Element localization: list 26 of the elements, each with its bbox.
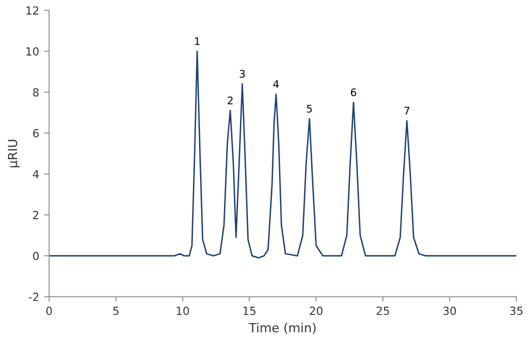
y-tick-label: 4 [32, 170, 39, 178]
annotation: 3 [240, 70, 245, 78]
y-tick-label: 0 [33, 252, 39, 260]
y-tick-label: 6 [33, 129, 39, 138]
x-axis-title: Time (min) [248, 322, 316, 334]
x-tick-label: 10 [176, 306, 189, 316]
x-tick-label: 5 [113, 306, 118, 316]
annotation: 2 [228, 96, 233, 104]
x-tick-label: 35 [510, 306, 522, 316]
x-tick-label: 30 [443, 306, 456, 316]
y-tick-label: 8 [33, 88, 39, 97]
y-tick-label: -2 [28, 292, 38, 301]
annotation: 7 [404, 106, 410, 114]
x-tick-label: 15 [244, 306, 256, 316]
y-tick-label: 2 [33, 210, 38, 220]
annotation: 5 [306, 104, 312, 113]
line-series [49, 50, 516, 259]
annotation: 4 [273, 80, 279, 88]
y-tick-label: 10 [26, 47, 39, 56]
x-tick-label: 0 [46, 306, 52, 316]
x-tick-label: 20 [310, 306, 322, 316]
x-tick-label: 25 [376, 306, 389, 316]
y-tick-label: 12 [26, 6, 38, 15]
annotation: 6 [350, 88, 356, 96]
annotation: 1 [194, 37, 200, 45]
y-axis-title: µRIU [8, 140, 20, 168]
